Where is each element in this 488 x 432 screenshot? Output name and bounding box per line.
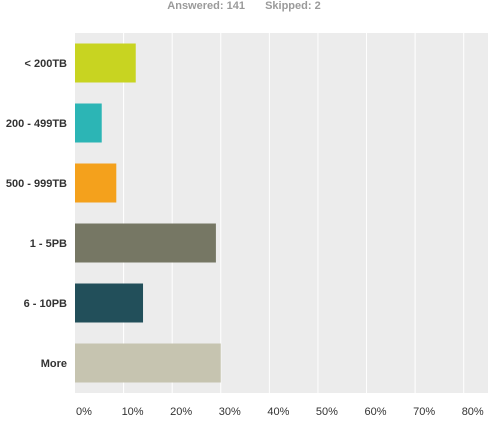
bar-4	[75, 283, 144, 323]
bar-2	[75, 163, 117, 203]
skipped-count: 2	[314, 0, 321, 12]
bar-1	[75, 103, 102, 143]
category-label-2: 500 - 999TB	[6, 178, 67, 190]
category-label-0: < 200TB	[25, 58, 68, 70]
x-tick-label-8: 80%	[462, 406, 484, 418]
x-tick-label-5: 50%	[316, 406, 338, 418]
x-tick-label-3: 30%	[219, 406, 241, 418]
bar-3	[75, 223, 216, 263]
answered-count: 141	[226, 0, 245, 12]
x-tick-label-7: 70%	[413, 406, 435, 418]
category-label-5: More	[41, 358, 67, 370]
x-tick-label-6: 60%	[365, 406, 387, 418]
category-label-3: 1 - 5PB	[30, 238, 67, 250]
category-label-1: 200 - 499TB	[6, 118, 67, 130]
skipped-label: Skipped:	[265, 0, 312, 12]
category-label-4: 6 - 10PB	[24, 298, 67, 310]
response-summary: Answered: 141 Skipped: 2	[0, 0, 488, 22]
bar-0	[75, 43, 136, 83]
bar-5	[75, 343, 221, 383]
x-tick-label-1: 10%	[122, 406, 144, 418]
x-tick-label-0: 0%	[76, 406, 92, 418]
x-tick-label-2: 20%	[170, 406, 192, 418]
x-tick-label-4: 40%	[267, 406, 289, 418]
answered-label: Answered:	[167, 0, 224, 12]
plot-area	[75, 33, 488, 393]
